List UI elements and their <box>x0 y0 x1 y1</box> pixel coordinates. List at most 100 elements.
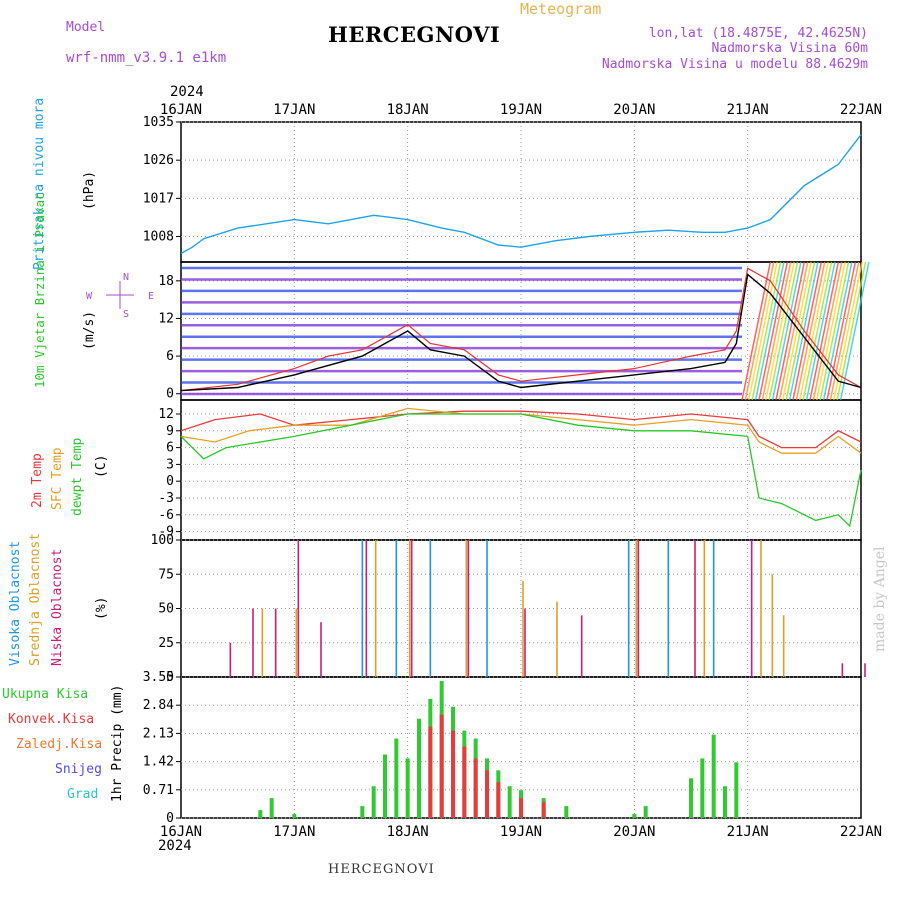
precip-convective-bar <box>541 802 546 818</box>
precip-snow-label: Snijeg <box>55 762 102 777</box>
wind-barb-hatch <box>778 261 809 401</box>
wind-barb-hatch <box>822 261 853 401</box>
precip-total-bar <box>700 758 705 818</box>
date-label-bottom: 21JAN <box>727 824 769 840</box>
wind-barb-hatch <box>833 261 863 401</box>
y-tick-label: 0 <box>166 670 174 685</box>
date-label-top: 20JAN <box>613 102 655 118</box>
precip-frozen-label: Zaledj.Kisa <box>16 737 103 752</box>
compass-e: E <box>148 291 154 302</box>
date-label-bottom: 20JAN <box>613 824 655 840</box>
y-tick-label: 1017 <box>143 191 174 206</box>
precip-total-bar <box>360 806 365 818</box>
precip-total-bar <box>689 778 693 818</box>
date-label-bottom: 18JAN <box>387 824 429 840</box>
temp-dewpt-line <box>180 413 862 528</box>
precip-convective-bar <box>496 782 501 818</box>
y-tick-label: 0 <box>166 474 174 489</box>
date-label-bottom: 22JAN <box>840 824 882 840</box>
wind-barb-hatch <box>748 261 778 401</box>
compass-s: S <box>123 309 129 320</box>
y-tick-label: 12 <box>158 407 174 422</box>
wind-barb-hatch <box>792 261 823 401</box>
y-tick-label: 12 <box>158 311 174 326</box>
date-label-bottom: 17JAN <box>273 824 315 840</box>
y-tick-label: 0 <box>166 387 174 402</box>
precip-convective-bar <box>519 798 523 818</box>
date-label-bottom: 16JAN <box>160 824 202 840</box>
y-tick-label: 3.55 <box>143 670 174 685</box>
wind-barb-hatch <box>771 261 802 401</box>
meteogram-label: Meteogram <box>520 0 602 18</box>
wind-barb-hatch <box>839 261 870 401</box>
wind-barb-hatch <box>761 261 792 401</box>
y-tick-label: 9 <box>166 424 174 439</box>
y-tick-label: 0 <box>166 811 174 826</box>
wind-barb-hatch <box>799 261 829 401</box>
precip-total-bar <box>564 806 569 818</box>
precip-convective-bar <box>439 714 444 818</box>
y-tick-label: 6 <box>166 441 174 456</box>
y-tick-label: 1026 <box>143 153 174 168</box>
precip-convective-bar <box>473 758 478 818</box>
y-tick-label: -9 <box>158 525 174 540</box>
date-label-top: 22JAN <box>840 102 882 118</box>
precip-total-bar <box>711 734 716 818</box>
wind-barb-hatch <box>775 261 806 401</box>
precip-total-bar <box>371 786 376 818</box>
y-tick-label: 25 <box>158 636 174 651</box>
precip-convective-bar <box>451 730 455 818</box>
y-tick-label: 50 <box>158 602 174 617</box>
wind-barb-hatch <box>826 261 857 401</box>
page-title: HERCEGNOVI <box>328 22 501 47</box>
precip-total-bar <box>405 758 410 818</box>
y-tick-label: -3 <box>158 491 174 506</box>
model-name: wrf-nmm_v3.9.1 e1km <box>66 50 227 66</box>
wind-barb-hatch <box>758 261 789 401</box>
y-tick-label: 1.42 <box>143 755 174 770</box>
precip-total-bar <box>269 798 274 818</box>
precip-total-bar <box>258 810 263 818</box>
wind-barb-hatch <box>805 261 836 401</box>
pressure-line <box>180 134 862 255</box>
precip-total-bar <box>632 814 637 818</box>
date-label-top: 18JAN <box>387 102 429 118</box>
wind-barb-hatch <box>802 261 833 401</box>
compass-n: N <box>123 272 129 283</box>
year-top: 2024 <box>170 84 204 100</box>
wind-barb-hatch <box>741 261 772 401</box>
y-tick-label: 2.13 <box>143 726 174 741</box>
date-label-top: 16JAN <box>160 102 202 118</box>
wind-barb-hatch <box>785 261 816 401</box>
y-tick-label: 1035 <box>143 115 174 130</box>
precip-convective-bar <box>462 746 467 818</box>
precip-graupel-label: Grad <box>67 787 99 802</box>
precip-convective-bar <box>485 770 489 818</box>
y-tick-label: 6 <box>166 349 174 364</box>
precip-total-bar <box>507 786 512 818</box>
y-tick-label: 3 <box>166 457 174 472</box>
model-elevation-label: Nadmorska Visina u modelu 88.4629m <box>601 57 868 72</box>
wind-barb-hatch <box>765 261 795 401</box>
date-label-top: 17JAN <box>273 102 315 118</box>
wind-barb-hatch <box>768 261 799 401</box>
y-tick-label: 1008 <box>143 230 174 245</box>
temp-sfc-line <box>180 407 862 454</box>
lonlat-label: lon,lat (18.4875E, 42.4625N) <box>648 26 868 41</box>
year-bottom: 2024 <box>158 838 192 854</box>
y-tick-label: 75 <box>158 567 174 582</box>
date-label-top: 21JAN <box>727 102 769 118</box>
date-label-bottom: 19JAN <box>500 824 542 840</box>
wind-barb-hatch <box>751 261 782 401</box>
wind-barb-hatch <box>744 261 775 401</box>
wind-barb-hatch <box>809 261 840 401</box>
wind-gust-line <box>180 267 862 392</box>
wind-barb-hatch <box>812 261 843 401</box>
precip-total-bar <box>394 738 399 818</box>
wind-barb-hatch <box>795 261 826 401</box>
precip-convective-bar <box>428 726 433 818</box>
y-tick-label: 18 <box>158 274 174 289</box>
precip-total-bar <box>734 762 739 818</box>
